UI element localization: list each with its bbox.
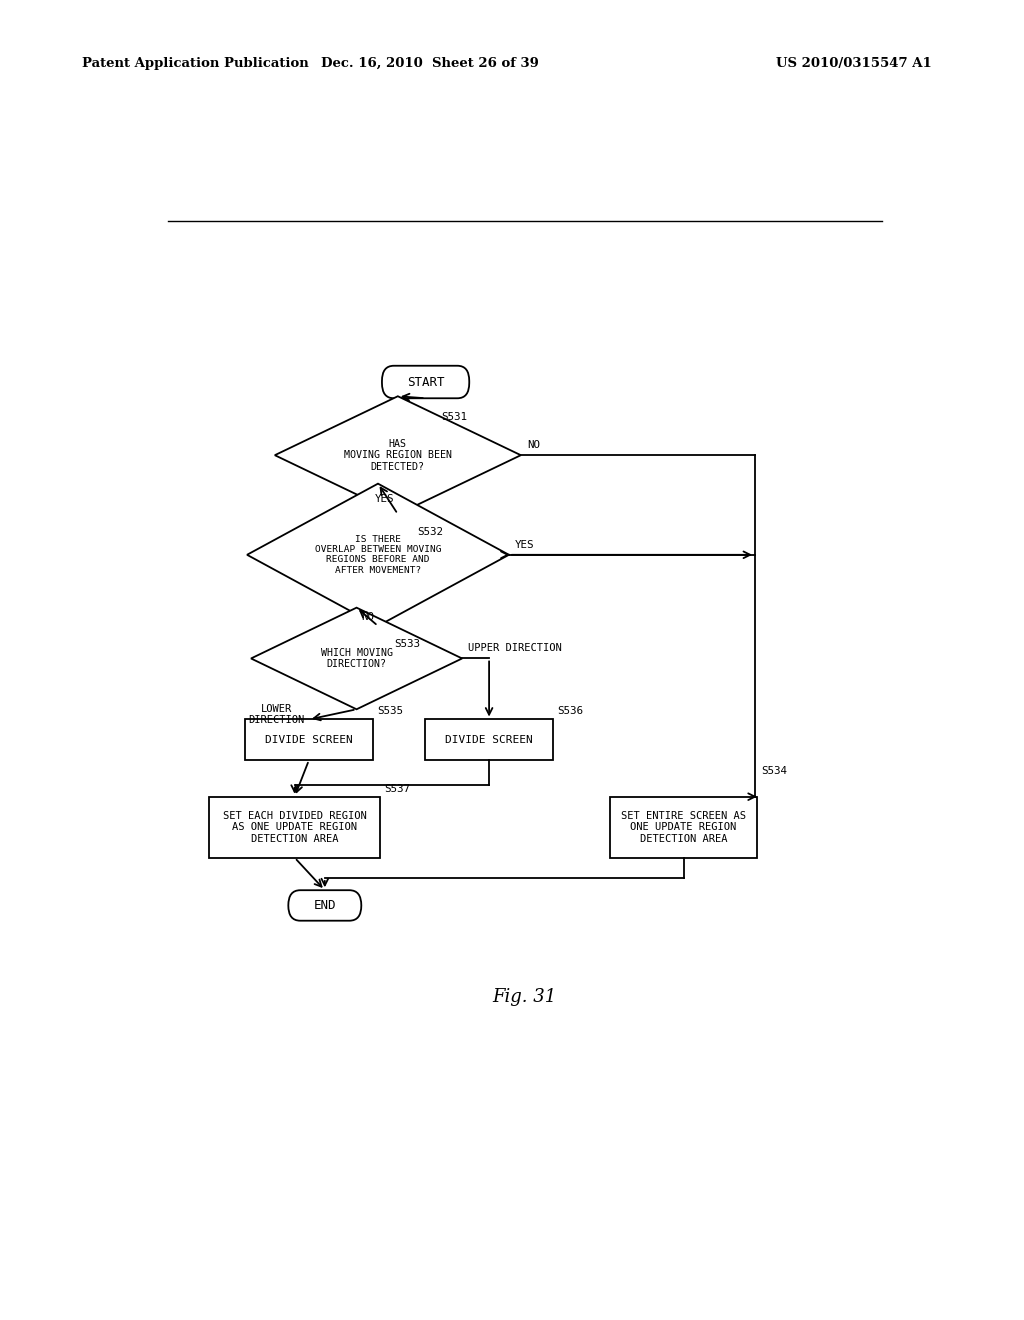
Text: S536: S536 [557,706,584,717]
Polygon shape [251,607,462,709]
Text: DIVIDE SCREEN: DIVIDE SCREEN [445,735,532,744]
Polygon shape [247,483,509,626]
Text: S537: S537 [384,784,410,793]
Text: UPPER DIRECTION: UPPER DIRECTION [468,643,562,653]
Bar [610,797,757,858]
Text: NO: NO [361,611,374,622]
Bar [425,719,553,760]
Text: S531: S531 [441,412,468,421]
Text: Patent Application Publication: Patent Application Publication [82,57,308,70]
Text: LOWER
DIRECTION: LOWER DIRECTION [249,704,305,725]
Text: NO: NO [527,440,541,450]
Text: YES: YES [375,494,394,504]
Text: Fig. 31: Fig. 31 [493,987,557,1006]
Text: WHICH MOVING
DIRECTION?: WHICH MOVING DIRECTION? [321,648,392,669]
Bar [245,719,373,760]
Text: S535: S535 [377,706,403,717]
Polygon shape [274,396,521,515]
Text: DIVIDE SCREEN: DIVIDE SCREEN [265,735,353,744]
Text: IS THERE
OVERLAP BETWEEN MOVING
REGIONS BEFORE AND
AFTER MOVEMENT?: IS THERE OVERLAP BETWEEN MOVING REGIONS … [314,535,441,576]
Text: END: END [313,899,336,912]
FancyBboxPatch shape [289,890,361,921]
Text: SET ENTIRE SCREEN AS
ONE UPDATE REGION
DETECTION AREA: SET ENTIRE SCREEN AS ONE UPDATE REGION D… [621,810,746,843]
Text: S533: S533 [394,639,420,649]
Text: SET EACH DIVIDED REGION
AS ONE UPDATE REGION
DETECTION AREA: SET EACH DIVIDED REGION AS ONE UPDATE RE… [223,810,367,843]
Text: Dec. 16, 2010  Sheet 26 of 39: Dec. 16, 2010 Sheet 26 of 39 [322,57,539,70]
Text: HAS
MOVING REGION BEEN
DETECTED?: HAS MOVING REGION BEEN DETECTED? [344,438,452,471]
Text: YES: YES [515,540,535,549]
Bar [209,797,380,858]
FancyBboxPatch shape [382,366,469,399]
Text: S532: S532 [418,528,443,537]
Text: US 2010/0315547 A1: US 2010/0315547 A1 [776,57,932,70]
Text: START: START [407,375,444,388]
Text: S534: S534 [761,767,786,776]
